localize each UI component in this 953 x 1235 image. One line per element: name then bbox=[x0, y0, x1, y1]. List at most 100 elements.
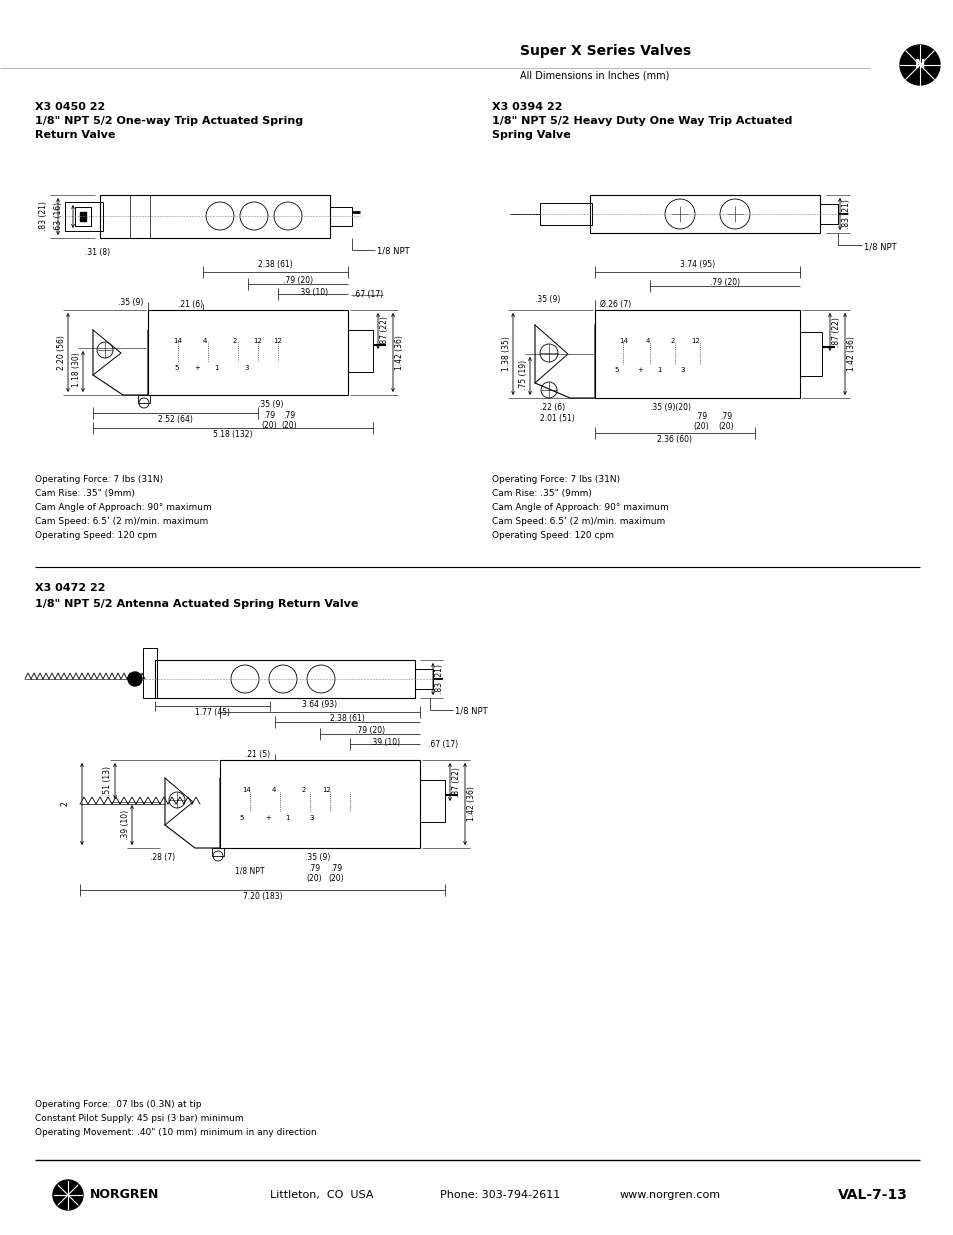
Text: .79: .79 bbox=[720, 412, 731, 421]
Text: .79: .79 bbox=[695, 412, 706, 421]
Text: (20): (20) bbox=[718, 422, 733, 431]
Text: (20): (20) bbox=[306, 874, 321, 883]
Text: (20): (20) bbox=[261, 421, 276, 430]
Text: Cam Speed: 6.5’ (2 m)/min. maximum: Cam Speed: 6.5’ (2 m)/min. maximum bbox=[35, 517, 208, 526]
Text: (20): (20) bbox=[328, 874, 343, 883]
Text: 4: 4 bbox=[203, 338, 207, 345]
Text: 12: 12 bbox=[273, 338, 281, 345]
Text: 1.18 (30): 1.18 (30) bbox=[71, 353, 81, 388]
Text: (20): (20) bbox=[692, 422, 708, 431]
Text: Cam Angle of Approach: 90° maximum: Cam Angle of Approach: 90° maximum bbox=[35, 503, 212, 513]
Bar bbox=[820, 204, 837, 224]
Text: .79: .79 bbox=[283, 411, 294, 420]
Text: Ø.26 (7): Ø.26 (7) bbox=[599, 300, 631, 309]
Bar bbox=[154, 659, 415, 698]
Bar bbox=[348, 330, 373, 372]
Text: 3.64 (93): 3.64 (93) bbox=[302, 700, 337, 709]
Text: (20): (20) bbox=[281, 421, 296, 430]
Text: Operating Speed: 120 cpm: Operating Speed: 120 cpm bbox=[492, 531, 614, 540]
Circle shape bbox=[128, 672, 142, 685]
Text: Spring Valve: Spring Valve bbox=[492, 130, 570, 140]
Text: 5.18 (132): 5.18 (132) bbox=[213, 430, 253, 438]
Bar bbox=[800, 332, 821, 375]
Bar bbox=[220, 760, 419, 848]
Text: .87 (22): .87 (22) bbox=[452, 767, 460, 797]
Text: 1: 1 bbox=[213, 366, 218, 370]
Text: 1.42 (36): 1.42 (36) bbox=[467, 787, 476, 821]
Bar bbox=[143, 648, 157, 698]
Text: 2.38 (61): 2.38 (61) bbox=[258, 261, 293, 269]
Bar bbox=[330, 207, 352, 226]
Text: .87 (22): .87 (22) bbox=[831, 317, 841, 347]
Text: 1/8 NPT: 1/8 NPT bbox=[234, 866, 264, 876]
Text: 14: 14 bbox=[618, 338, 627, 345]
Text: .35 (9): .35 (9) bbox=[118, 298, 143, 308]
Text: Super X Series Valves: Super X Series Valves bbox=[519, 44, 690, 58]
Bar bbox=[589, 195, 820, 233]
Text: 2.52 (64): 2.52 (64) bbox=[158, 415, 193, 424]
Text: +: + bbox=[193, 366, 200, 370]
Text: 1/8" NPT 5/2 Heavy Duty One Way Trip Actuated: 1/8" NPT 5/2 Heavy Duty One Way Trip Act… bbox=[492, 116, 792, 126]
Text: Operating Force: 7 lbs (31N): Operating Force: 7 lbs (31N) bbox=[492, 475, 619, 484]
Text: 2: 2 bbox=[670, 338, 675, 345]
Text: .21 (6): .21 (6) bbox=[178, 300, 203, 309]
Text: 4: 4 bbox=[645, 338, 650, 345]
Bar bbox=[415, 669, 433, 689]
Bar bbox=[595, 310, 800, 398]
Text: X3 0450 22: X3 0450 22 bbox=[35, 103, 105, 112]
Text: 4: 4 bbox=[272, 787, 276, 793]
Text: 1: 1 bbox=[285, 815, 289, 821]
Text: 5: 5 bbox=[239, 815, 243, 821]
Text: Phone: 303-794-2611: Phone: 303-794-2611 bbox=[439, 1191, 559, 1200]
Text: .35 (9): .35 (9) bbox=[257, 400, 283, 409]
Text: N: N bbox=[914, 58, 924, 72]
Text: .21 (5): .21 (5) bbox=[245, 750, 270, 760]
Text: .79 (20): .79 (20) bbox=[355, 726, 385, 735]
Text: 12: 12 bbox=[253, 338, 262, 345]
Text: NORGREN: NORGREN bbox=[90, 1188, 159, 1202]
Text: 2.36 (60): 2.36 (60) bbox=[657, 435, 692, 445]
Text: 1: 1 bbox=[657, 367, 660, 373]
Text: .67 (17): .67 (17) bbox=[353, 290, 383, 299]
Bar bbox=[539, 203, 592, 225]
Text: 2: 2 bbox=[61, 802, 80, 806]
Text: 12: 12 bbox=[690, 338, 700, 345]
Text: 12: 12 bbox=[322, 787, 331, 793]
Text: .39 (10): .39 (10) bbox=[297, 288, 328, 296]
Text: Operating Speed: 120 cpm: Operating Speed: 120 cpm bbox=[35, 531, 157, 540]
Text: 1/8 NPT: 1/8 NPT bbox=[376, 247, 409, 256]
Text: 3: 3 bbox=[309, 815, 314, 821]
Text: Cam Angle of Approach: 90° maximum: Cam Angle of Approach: 90° maximum bbox=[492, 503, 668, 513]
Text: .79: .79 bbox=[330, 864, 342, 873]
Text: Littleton,  CO  USA: Littleton, CO USA bbox=[270, 1191, 374, 1200]
Text: X3 0394 22: X3 0394 22 bbox=[492, 103, 562, 112]
Bar bbox=[138, 395, 150, 403]
Bar bbox=[419, 781, 444, 823]
Text: 1.42 (36): 1.42 (36) bbox=[395, 335, 403, 370]
Text: 14: 14 bbox=[242, 787, 251, 793]
Text: 1.42 (36): 1.42 (36) bbox=[846, 337, 855, 372]
Text: .83 (21): .83 (21) bbox=[39, 201, 48, 231]
Ellipse shape bbox=[53, 1179, 83, 1210]
Text: All Dimensions in Inches (mm): All Dimensions in Inches (mm) bbox=[519, 70, 669, 80]
Text: Constant Pilot Supply: 45 psi (3 bar) minimum: Constant Pilot Supply: 45 psi (3 bar) mi… bbox=[35, 1114, 243, 1123]
Text: 5: 5 bbox=[173, 366, 178, 370]
Text: X3 0472 22: X3 0472 22 bbox=[35, 583, 106, 593]
Text: 2.38 (61): 2.38 (61) bbox=[330, 714, 364, 722]
Text: .51 (13): .51 (13) bbox=[103, 766, 112, 797]
Text: Operating Movement: .40" (10 mm) minimum in any direction: Operating Movement: .40" (10 mm) minimum… bbox=[35, 1128, 316, 1137]
Text: .35 (9)(20): .35 (9)(20) bbox=[649, 403, 690, 412]
Text: 2: 2 bbox=[233, 338, 237, 345]
Text: .83 (21): .83 (21) bbox=[841, 199, 850, 228]
Text: 2.20 (56): 2.20 (56) bbox=[57, 335, 66, 370]
Text: .83 (21): .83 (21) bbox=[435, 664, 443, 694]
Text: .31 (8): .31 (8) bbox=[85, 248, 110, 257]
Text: .28 (7): .28 (7) bbox=[150, 853, 175, 862]
Text: 1/8 NPT: 1/8 NPT bbox=[455, 706, 487, 716]
Text: 3: 3 bbox=[679, 367, 684, 373]
Text: .79: .79 bbox=[263, 411, 274, 420]
Text: .79: .79 bbox=[308, 864, 320, 873]
Bar bbox=[100, 195, 330, 238]
Text: +: + bbox=[637, 367, 642, 373]
Bar bbox=[75, 207, 91, 226]
